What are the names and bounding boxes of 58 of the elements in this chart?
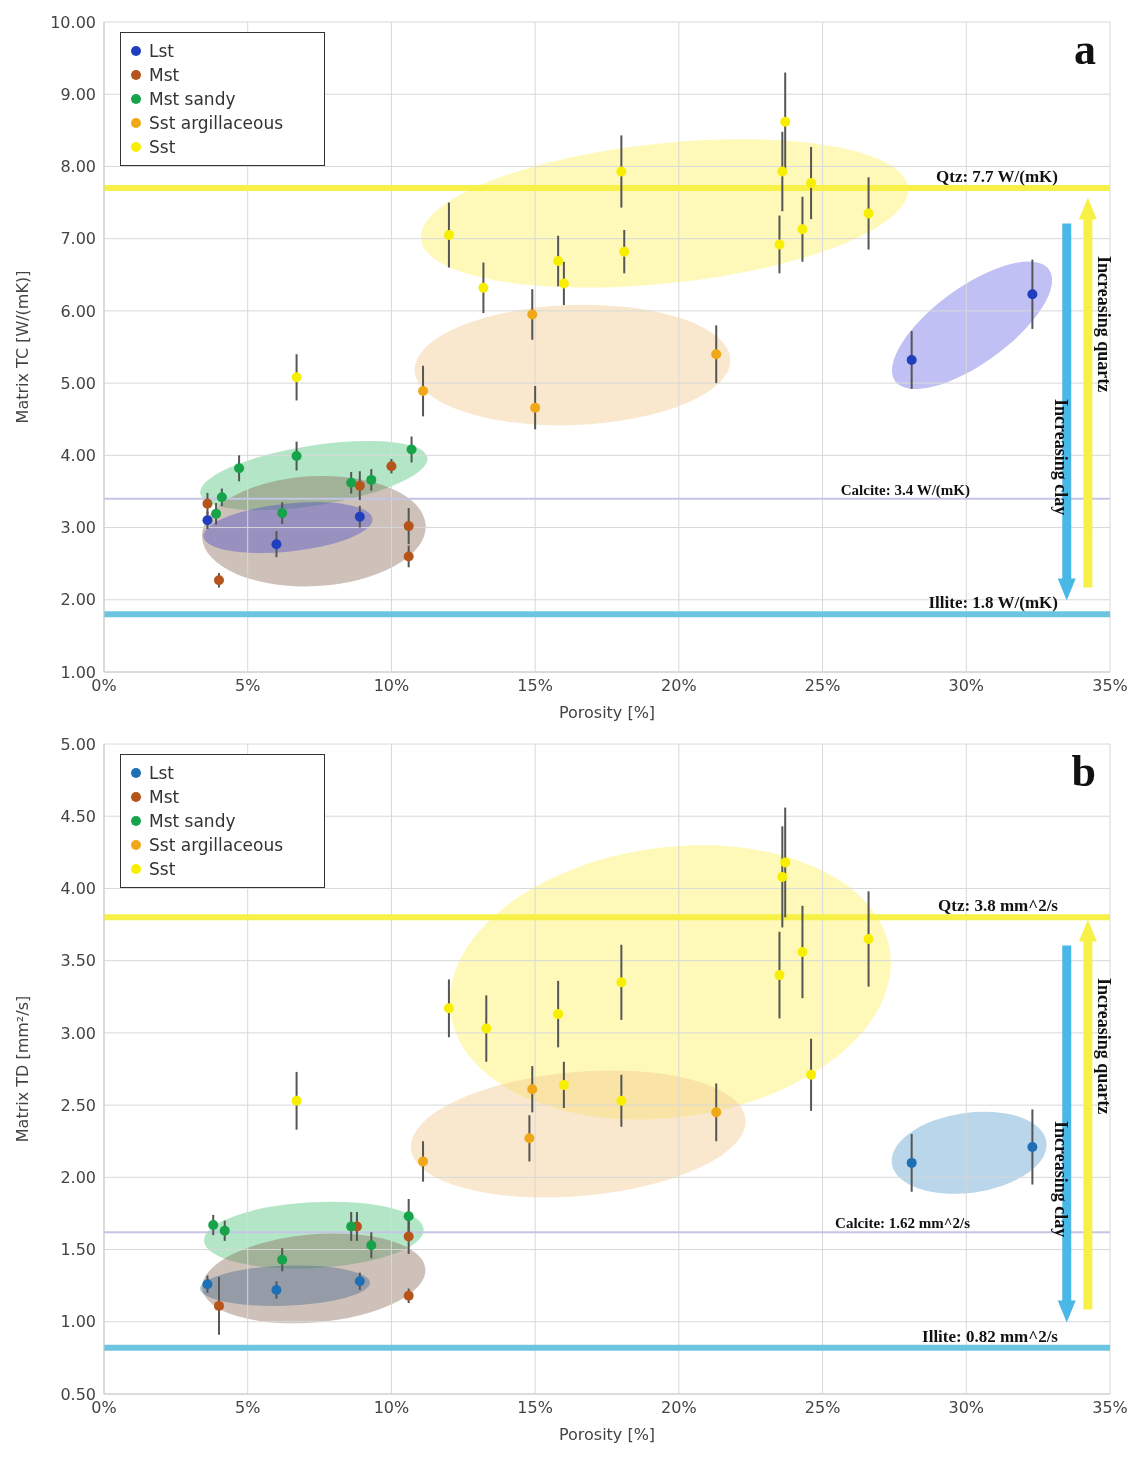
x-tick-label: 25% bbox=[804, 676, 841, 696]
legend-label: Mst sandy bbox=[149, 810, 236, 833]
y-axis-title: Matrix TC [W/(mK)] bbox=[12, 270, 32, 424]
ref-line-label: Illite: 1.8 W/(mK) bbox=[928, 593, 1058, 613]
annotation: b bbox=[1071, 747, 1096, 796]
y-tick-label: 2.00 bbox=[60, 590, 96, 610]
legend-label: Mst bbox=[149, 64, 180, 87]
y-tick-label: 9.00 bbox=[60, 84, 96, 104]
annotation: a bbox=[1074, 25, 1096, 74]
annotation: Increasing quartz bbox=[1093, 978, 1114, 1115]
y-tick-label: 4.00 bbox=[60, 879, 96, 899]
ref-line-label: Qtz: 3.8 mm^2/s bbox=[938, 896, 1059, 916]
x-tick-label: 5% bbox=[235, 676, 261, 696]
y-tick-label: 1.00 bbox=[60, 1312, 96, 1332]
y-tick-label: 3.00 bbox=[60, 518, 96, 538]
y-axis-title: Matrix TD [mm²/s] bbox=[12, 995, 32, 1143]
y-tick-label: 4.50 bbox=[60, 806, 96, 826]
x-tick-label: 5% bbox=[235, 1398, 261, 1418]
annotation: Increasing clay bbox=[1050, 1121, 1071, 1238]
y-tick-label: 4.00 bbox=[60, 446, 96, 466]
x-tick-label: 30% bbox=[948, 1398, 985, 1418]
y-tick-label: 8.00 bbox=[60, 157, 96, 177]
y-tick-label: 5.00 bbox=[60, 373, 96, 393]
y-tick-label: 10.00 bbox=[50, 12, 96, 32]
ref-line-label: Qtz: 7.7 W/(mK) bbox=[936, 167, 1058, 187]
x-axis-title: Porosity [%] bbox=[558, 1425, 656, 1444]
legend-label: Lst bbox=[149, 762, 174, 785]
y-tick-label: 2.00 bbox=[60, 1168, 96, 1188]
x-tick-label: 20% bbox=[661, 1398, 697, 1418]
x-tick-label: 35% bbox=[1092, 1398, 1128, 1418]
y-tick-label: 7.00 bbox=[60, 229, 96, 249]
x-axis-title: Porosity [%] bbox=[558, 703, 656, 722]
x-tick-label: 25% bbox=[804, 1398, 841, 1418]
x-tick-label: 10% bbox=[373, 676, 410, 696]
legend-label: Sst bbox=[149, 858, 176, 881]
ref-line-label: Calcite: 3.4 W/(mK) bbox=[840, 481, 970, 499]
x-tick-label: 20% bbox=[661, 676, 697, 696]
legend-label: Sst bbox=[149, 136, 176, 159]
x-tick-label: 10% bbox=[373, 1398, 410, 1418]
y-tick-label: 6.00 bbox=[60, 301, 96, 321]
y-tick-label: 5.00 bbox=[60, 734, 96, 754]
legend-label: Sst argillaceous bbox=[149, 112, 284, 135]
legend-label: Sst argillaceous bbox=[149, 834, 284, 857]
legend-label: Lst bbox=[149, 40, 174, 63]
x-tick-label: 15% bbox=[517, 676, 553, 696]
annotation: Increasing quartz bbox=[1093, 256, 1114, 393]
x-tick-label: 30% bbox=[948, 676, 985, 696]
x-tick-label: 15% bbox=[517, 1398, 553, 1418]
ref-line-label: Illite: 0.82 mm^2/s bbox=[922, 1326, 1059, 1346]
x-tick-label: 35% bbox=[1092, 676, 1128, 696]
y-tick-label: 3.50 bbox=[60, 951, 96, 971]
legend-label: Mst sandy bbox=[149, 88, 236, 111]
y-tick-label: 2.50 bbox=[60, 1095, 96, 1115]
y-tick-label: 3.00 bbox=[60, 1023, 96, 1043]
legend-label: Mst bbox=[149, 786, 180, 809]
y-tick-label: 1.50 bbox=[60, 1240, 96, 1260]
annotation: Increasing clay bbox=[1050, 399, 1071, 516]
ref-line-label: Calcite: 1.62 mm^2/s bbox=[835, 1215, 971, 1232]
